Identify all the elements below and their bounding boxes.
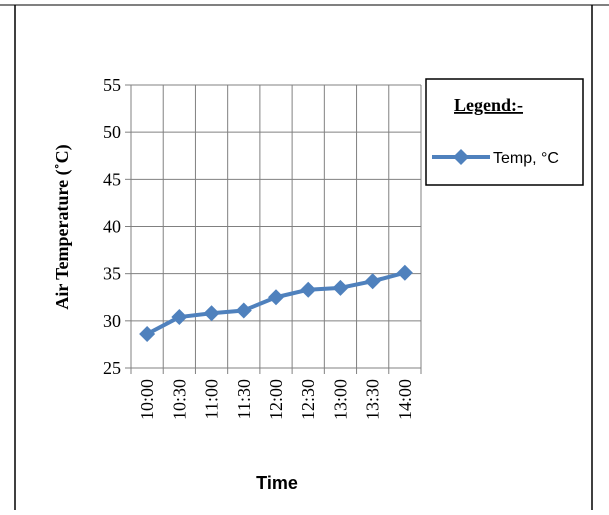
legend-diamond-marker xyxy=(453,149,469,165)
x-axis-title: Time xyxy=(256,473,298,493)
series-layer xyxy=(139,264,413,343)
data-point-marker xyxy=(300,281,317,298)
data-point-marker xyxy=(235,302,252,319)
x-tick-label: 12:30 xyxy=(298,379,318,420)
y-axis-title: Air Temperature (˚C) xyxy=(52,144,73,309)
y-tick-label: 40 xyxy=(103,217,121,237)
data-point-marker xyxy=(203,305,220,322)
axes: 25 30 35 40 45 50 55 10:00 10:30 11:00 11:30 12:00 1… xyxy=(103,75,422,420)
y-tick-label: 45 xyxy=(103,169,121,189)
y-tick-label: 25 xyxy=(103,358,121,378)
y-tick-label: 50 xyxy=(103,122,121,142)
x-tick-label: 13:30 xyxy=(363,379,383,420)
x-tick-label: 14:00 xyxy=(395,379,415,420)
legend-box xyxy=(425,78,584,186)
grid xyxy=(130,84,422,369)
x-tick-label: 10:00 xyxy=(137,379,157,420)
data-point-marker xyxy=(396,264,413,281)
legend: Legend:- Temp, °C xyxy=(425,78,584,186)
legend-series-label: Temp, °C xyxy=(493,150,559,167)
data-point-marker xyxy=(139,326,156,343)
data-point-marker xyxy=(268,289,284,306)
data-point-marker xyxy=(332,279,349,296)
x-tick-label: 10:30 xyxy=(169,379,189,420)
legend-title: Legend:- xyxy=(454,95,523,115)
y-tick-label: 30 xyxy=(103,311,121,331)
y-tick-label: 55 xyxy=(103,75,121,95)
x-tick-label: 13:00 xyxy=(330,379,350,420)
x-tick-label: 11:30 xyxy=(234,379,254,419)
y-tick-label: 35 xyxy=(103,264,121,284)
x-tick-label: 11:00 xyxy=(202,379,222,419)
data-point-marker xyxy=(364,273,381,290)
data-point-marker xyxy=(171,309,188,326)
x-tick-label: 12:00 xyxy=(266,379,286,420)
